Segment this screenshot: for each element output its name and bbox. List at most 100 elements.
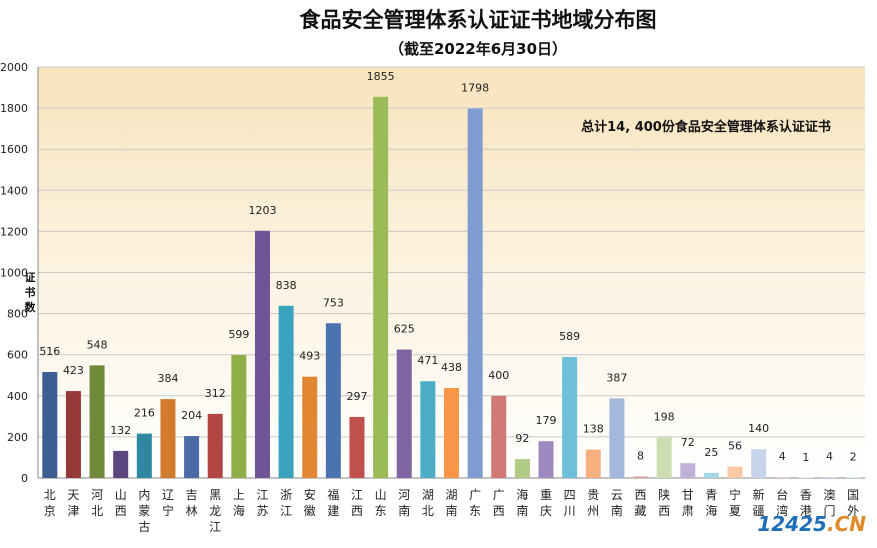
bar — [420, 381, 436, 478]
bar — [396, 349, 412, 478]
watermark: 12425.CN — [757, 512, 866, 536]
bar — [89, 365, 105, 478]
data-label: 1798 — [461, 82, 489, 95]
y-tick-label: 200 — [7, 431, 28, 444]
data-label: 140 — [748, 422, 769, 435]
bar — [727, 466, 743, 478]
bar — [325, 323, 341, 478]
data-label: 1203 — [248, 204, 276, 217]
category-label: 山 — [115, 488, 127, 502]
category-label: 海 — [516, 487, 528, 502]
data-label: 204 — [181, 409, 202, 422]
y-tick-label: 1400 — [0, 184, 28, 197]
category-label: 湾 — [776, 503, 788, 518]
category-label: 天 — [67, 488, 79, 502]
y-tick-label: 1800 — [0, 102, 28, 115]
data-label: 132 — [110, 424, 131, 437]
bar — [160, 399, 176, 478]
bar — [136, 433, 152, 478]
data-label: 625 — [394, 323, 415, 336]
bar — [703, 472, 719, 478]
bar — [349, 416, 365, 478]
bar — [42, 371, 58, 478]
category-label: 浙 — [280, 488, 292, 502]
category-label: 吉 — [186, 488, 198, 502]
data-label: 4 — [779, 450, 786, 463]
data-label: 2 — [850, 451, 857, 464]
category-label: 西 — [635, 488, 647, 502]
category-label: 四 — [564, 488, 576, 502]
data-label: 589 — [559, 330, 580, 343]
bar — [207, 413, 223, 478]
bar — [656, 437, 672, 478]
category-label: 林 — [186, 504, 198, 518]
data-label: 516 — [39, 345, 60, 358]
category-label: 国 — [847, 488, 859, 502]
bar — [751, 449, 767, 478]
bar — [302, 376, 318, 478]
category-label: 香 — [800, 488, 812, 502]
category-label: 宁 — [729, 487, 741, 502]
y-tick-label: 400 — [7, 390, 28, 403]
y-tick-label: 1600 — [0, 143, 28, 156]
chart-title: 食品安全管理体系认证证书地域分布图 — [300, 8, 657, 32]
data-label: 438 — [441, 361, 462, 374]
bar — [278, 305, 294, 478]
category-label: 贵 — [587, 488, 599, 502]
bar — [373, 96, 389, 479]
category-label: 河 — [398, 488, 410, 502]
data-label: 387 — [606, 371, 627, 384]
data-label: 72 — [681, 436, 695, 449]
category-label: 蒙 — [138, 504, 150, 518]
category-label: 肃 — [682, 504, 694, 518]
category-label: 湖 — [445, 487, 457, 502]
bar — [538, 441, 554, 478]
bar — [254, 230, 270, 478]
watermark-text: 12425 — [757, 512, 827, 536]
bar — [774, 477, 790, 478]
category-label: 海 — [233, 503, 245, 518]
data-label: 216 — [134, 407, 155, 420]
category-label: 澳 — [824, 488, 836, 502]
data-label: 25 — [704, 446, 718, 459]
category-label: 北 — [44, 488, 56, 502]
bar — [113, 450, 129, 478]
category-label: 福 — [327, 487, 339, 502]
category-label: 夏 — [729, 504, 741, 518]
data-label: 548 — [87, 338, 108, 351]
category-label: 广 — [493, 488, 505, 502]
category-label: 海 — [705, 503, 717, 518]
category-label: 江 — [209, 520, 221, 534]
category-label: 辽 — [162, 488, 174, 502]
chart-subtitle: （截至2022年6月30日） — [389, 40, 567, 58]
category-label: 南 — [611, 503, 623, 518]
bar — [609, 398, 625, 478]
data-label: 4 — [826, 450, 833, 463]
category-label: 苏 — [256, 504, 268, 518]
bar — [231, 354, 247, 478]
category-label: 南 — [398, 503, 410, 518]
category-label: 广 — [469, 488, 481, 502]
category-label: 河 — [91, 488, 103, 502]
bar — [491, 395, 507, 478]
category-label: 甘 — [682, 488, 694, 502]
category-label: 龙 — [209, 504, 221, 518]
category-label: 上 — [233, 488, 245, 502]
category-label: 徽 — [304, 503, 316, 518]
category-label: 南 — [516, 503, 528, 518]
data-label: 92 — [515, 432, 529, 445]
data-label: 599 — [228, 328, 249, 341]
category-label: 庆 — [540, 504, 552, 518]
y-tick-label: 0 — [21, 472, 28, 485]
y-tick-label: 2000 — [0, 61, 28, 74]
category-label: 宁 — [162, 503, 174, 518]
data-label: 56 — [728, 439, 742, 452]
data-label: 1855 — [367, 70, 395, 83]
bar — [680, 463, 696, 478]
bar — [845, 477, 861, 478]
bar — [444, 387, 459, 478]
y-axis-label-char: 书 — [25, 285, 36, 299]
category-label: 江 — [280, 504, 292, 518]
